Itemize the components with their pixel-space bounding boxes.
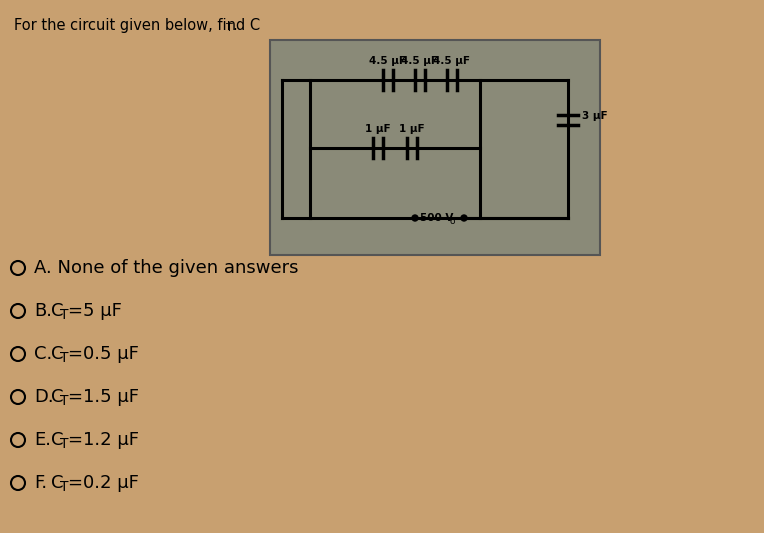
- Text: =5 μF: =5 μF: [68, 302, 122, 320]
- Text: C: C: [51, 388, 63, 406]
- Text: C: C: [51, 431, 63, 449]
- Text: 4.5 μF: 4.5 μF: [402, 56, 439, 66]
- Text: C: C: [51, 474, 63, 492]
- Text: 4.5 μF: 4.5 μF: [433, 56, 471, 66]
- Text: T: T: [60, 437, 69, 451]
- Text: D.: D.: [34, 388, 53, 406]
- Text: =1.2 μF: =1.2 μF: [68, 431, 139, 449]
- Text: =1.5 μF: =1.5 μF: [68, 388, 139, 406]
- Text: For the circuit given below, find C: For the circuit given below, find C: [14, 18, 260, 33]
- Text: C: C: [51, 302, 63, 320]
- Text: 1 μF: 1 μF: [365, 124, 391, 134]
- Circle shape: [461, 215, 467, 221]
- Text: =0.5 μF: =0.5 μF: [68, 345, 139, 363]
- Text: T: T: [60, 308, 69, 322]
- Text: o: o: [450, 216, 455, 225]
- Text: =0.2 μF: =0.2 μF: [68, 474, 139, 492]
- Text: C.: C.: [34, 345, 52, 363]
- Text: A. None of the given answers: A. None of the given answers: [34, 259, 299, 277]
- Text: B.: B.: [34, 302, 52, 320]
- Text: 3 μF: 3 μF: [582, 111, 607, 121]
- Text: T: T: [60, 480, 69, 494]
- Text: F.: F.: [34, 474, 47, 492]
- Text: C: C: [51, 345, 63, 363]
- Text: T: T: [60, 394, 69, 408]
- Text: .: .: [233, 18, 238, 33]
- Circle shape: [412, 215, 418, 221]
- Text: T: T: [225, 23, 232, 33]
- Text: T: T: [60, 351, 69, 365]
- Text: E.: E.: [34, 431, 51, 449]
- Text: 500 V: 500 V: [420, 213, 453, 223]
- Bar: [270, 40, 600, 255]
- Text: 1 μF: 1 μF: [399, 124, 425, 134]
- Text: 4.5 μF: 4.5 μF: [370, 56, 406, 66]
